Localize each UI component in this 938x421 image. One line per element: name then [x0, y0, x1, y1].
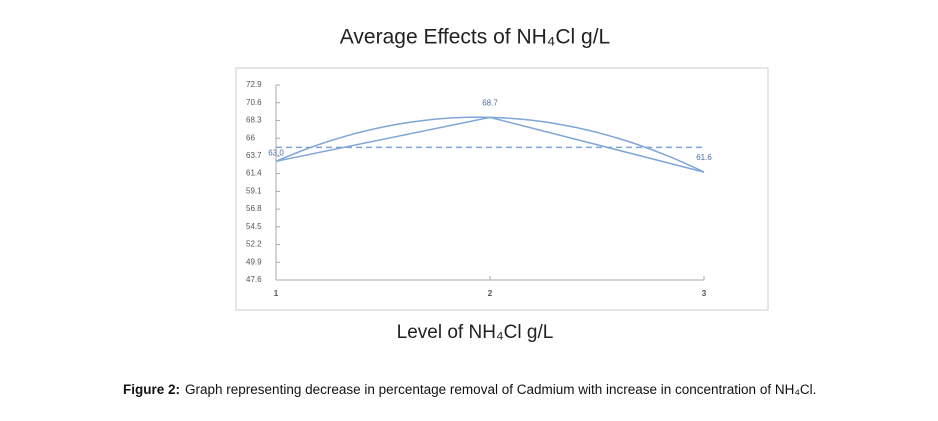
y-tick-label: 63.7 [246, 151, 262, 160]
value-label: 61.6 [696, 153, 712, 162]
y-tick-label: 70.6 [246, 98, 262, 107]
y-tick-label: 54.5 [246, 222, 262, 231]
x-tick-label: 2 [488, 289, 493, 298]
x-tick-label: 3 [702, 289, 707, 298]
trend-curve [275, 116, 705, 173]
y-tick-label: 61.4 [246, 169, 262, 178]
chart-frame [235, 67, 769, 311]
value-label: 63.0 [268, 148, 284, 157]
caption-label: Figure 2: [123, 382, 180, 397]
y-tick-label: 47.6 [246, 275, 262, 284]
caption-text: Graph representing decrease in percentag… [185, 382, 816, 397]
y-tick-label: 66 [246, 133, 255, 142]
caption: Figure 2: Graph representing decrease in … [123, 382, 816, 397]
y-tick-label: 49.9 [246, 257, 262, 266]
value-label: 68.7 [482, 98, 498, 107]
y-tick-label: 72.9 [246, 80, 262, 89]
x-axis-label: Level of NH₄Cl g/L [397, 322, 554, 343]
data-line [275, 116, 705, 173]
x-tick-label: 1 [274, 289, 279, 298]
chart-title: Average Effects of NH₄Cl g/L [340, 26, 610, 49]
y-tick-label: 59.1 [246, 186, 262, 195]
y-tick-label: 52.2 [246, 240, 262, 249]
y-tick-label: 68.3 [246, 116, 262, 125]
y-tick-label: 56.8 [246, 204, 262, 213]
